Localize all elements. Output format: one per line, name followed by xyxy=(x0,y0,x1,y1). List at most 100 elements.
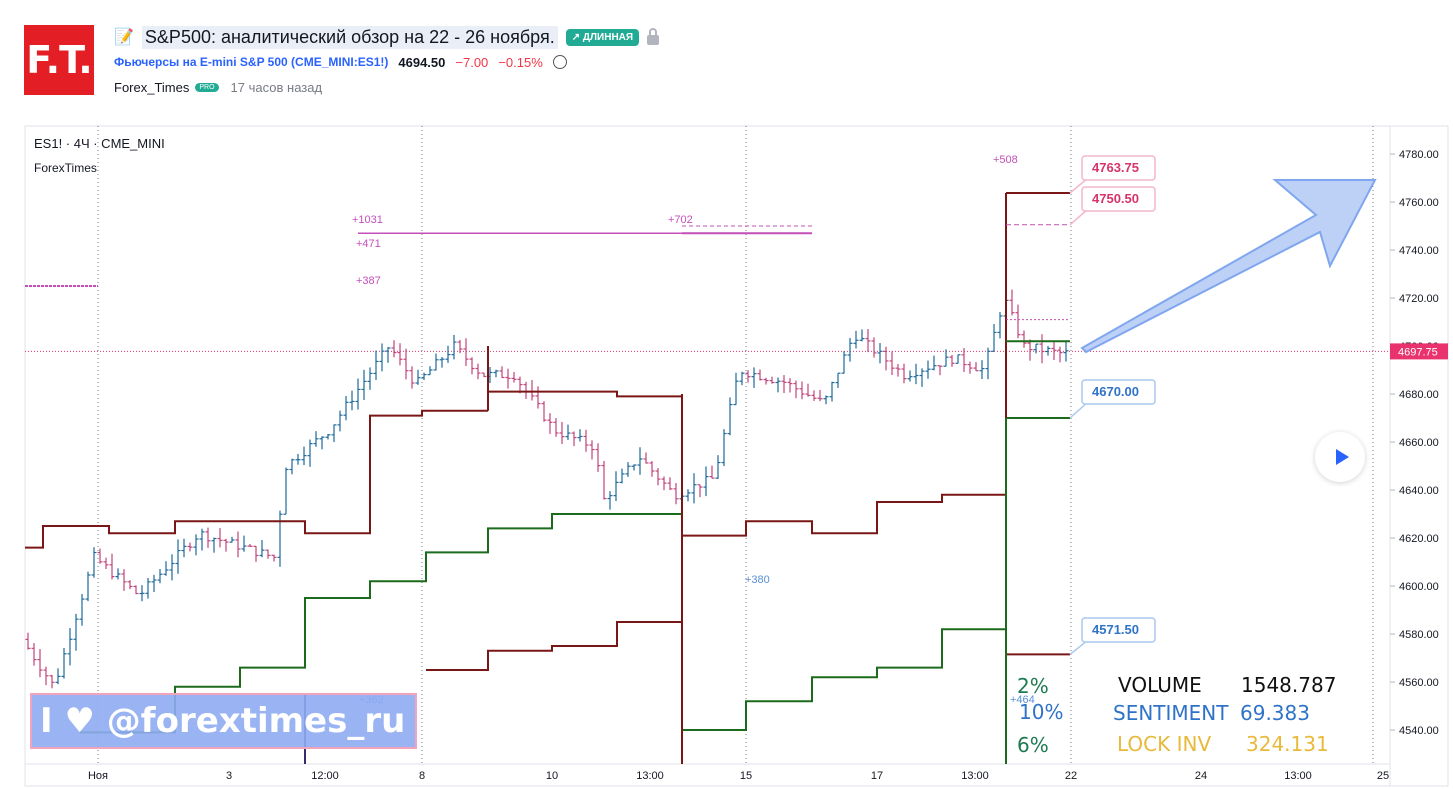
idea-title: S&P500: аналитический обзор на 22 - 26 н… xyxy=(141,25,558,49)
current-price-label: 4697.75 xyxy=(1398,346,1438,358)
ohlc-bar xyxy=(925,360,931,379)
ohlc-bar xyxy=(631,464,637,471)
ohlc-bars xyxy=(25,289,1069,689)
time-tick-label: Ноя xyxy=(88,770,108,782)
price-label-text: 4670.00 xyxy=(1092,384,1139,399)
chart-legend-indicator: ForexTimes xyxy=(34,161,97,175)
price-label-box xyxy=(1081,186,1156,212)
lock-inv-label: LOCK INV xyxy=(1117,732,1212,756)
ohlc-bar xyxy=(247,544,253,547)
ohlc-bar xyxy=(583,429,589,452)
ohlc-bar xyxy=(343,395,349,421)
ohlc-bar xyxy=(895,364,901,377)
time-tick-label: 12:00 xyxy=(311,770,339,782)
percent-label-3: 6% xyxy=(1017,733,1049,757)
ohlc-bar xyxy=(463,338,469,366)
brand-logo[interactable]: F.T. xyxy=(24,25,94,95)
ohlc-bar xyxy=(373,350,379,380)
price-tick-label: 4580.00 xyxy=(1399,629,1439,641)
ohlc-bar xyxy=(415,369,421,385)
percent-label-1: 2% xyxy=(1017,674,1049,698)
ohlc-bar xyxy=(847,337,853,362)
symbol-link[interactable]: Фьючерсы на E-mini S&P 500 (CME_MINI:ES1… xyxy=(114,55,389,69)
ohlc-bar xyxy=(181,538,187,558)
sentiment-label: SENTIMENT xyxy=(1113,701,1229,725)
ohlc-bar xyxy=(283,467,289,515)
ohlc-bar xyxy=(379,343,385,372)
ohlc-bar xyxy=(55,668,61,685)
ohlc-bar xyxy=(97,548,103,564)
ohlc-bar xyxy=(277,510,283,567)
price-label-box xyxy=(1081,379,1156,405)
ohlc-bar xyxy=(301,446,307,466)
ohlc-bar xyxy=(349,390,355,411)
volume-annotation: +1031 xyxy=(352,214,383,226)
ohlc-bar xyxy=(565,424,571,440)
alarm-clock-icon[interactable] xyxy=(552,55,567,69)
ohlc-bar xyxy=(235,531,241,558)
ohlc-bar xyxy=(241,535,247,552)
level-segments xyxy=(25,192,1070,764)
resistance-step-line xyxy=(25,409,488,549)
ohlc-bar xyxy=(625,462,631,477)
price-label: 4750.50 xyxy=(1069,186,1156,226)
long-position-badge: ↗ ДЛИННАЯ xyxy=(565,28,640,46)
ohlc-bar xyxy=(511,371,517,383)
ohlc-bar xyxy=(715,455,721,479)
author-row: Forex_Times PRO 17 часов назад xyxy=(114,78,322,96)
level-steps xyxy=(25,390,1070,734)
ohlc-bar xyxy=(229,536,235,543)
ohlc-bar xyxy=(913,363,919,385)
ohlc-bar xyxy=(523,381,529,399)
ohlc-bar xyxy=(877,343,883,364)
ohlc-bar xyxy=(475,363,481,380)
time-axis[interactable]: Ноя 3 12:00 8 10 13:00 15 17 13:00 22 24 13:00 25 xyxy=(88,770,1389,782)
price-label-text: 4763.75 xyxy=(1092,160,1139,175)
symbol-change-percent: −0.15% xyxy=(498,54,543,70)
ohlc-bar xyxy=(139,585,145,602)
ohlc-bar xyxy=(691,473,697,504)
ohlc-bar xyxy=(1015,304,1021,339)
chart-legend-symbol: ES1! · 4Ч · CME_MINI xyxy=(34,136,165,151)
volume-annotation: +508 xyxy=(993,154,1018,166)
ohlc-bar xyxy=(187,542,193,552)
ohlc-bar xyxy=(967,361,973,374)
ohlc-bar xyxy=(397,343,403,366)
ohlc-bar xyxy=(607,491,613,510)
ohlc-bar xyxy=(919,368,925,387)
ohlc-bar xyxy=(205,527,211,548)
ohlc-bar xyxy=(985,347,991,380)
ohlc-bar xyxy=(1039,334,1045,364)
ohlc-bar xyxy=(217,528,223,548)
volume-annotation: +380 xyxy=(745,574,770,586)
ohlc-bar xyxy=(589,440,595,460)
ohlc-bar xyxy=(439,356,445,368)
ohlc-bar xyxy=(1045,345,1051,356)
ohlc-bar xyxy=(325,434,331,440)
play-replay-button[interactable] xyxy=(1315,432,1365,482)
ohlc-bar xyxy=(481,372,487,378)
ohlc-bar xyxy=(613,471,619,502)
price-axis[interactable]: 4780.004760.004740.004720.004700.004680.… xyxy=(1390,149,1448,737)
time-tick-label: 8 xyxy=(419,770,425,782)
price-label: 4670.00 xyxy=(1069,379,1156,419)
price-label: 4763.75 xyxy=(1069,155,1156,194)
ohlc-bar xyxy=(547,413,553,434)
ohlc-bar xyxy=(541,401,547,422)
ohlc-bar xyxy=(529,380,535,401)
symbol-change: −7.00 xyxy=(455,54,489,70)
ohlc-bar xyxy=(469,357,475,375)
ohlc-bar xyxy=(121,569,127,591)
time-tick-label: 24 xyxy=(1195,770,1207,782)
memo-icon: 📝 xyxy=(114,29,134,46)
ohlc-bar xyxy=(289,458,295,475)
publish-time: 17 часов назад xyxy=(230,79,323,95)
ohlc-bar xyxy=(451,334,457,360)
ohlc-bar xyxy=(331,424,337,443)
ohlc-bar xyxy=(787,378,793,393)
ohlc-bar xyxy=(49,674,55,689)
author-name[interactable]: Forex_Times xyxy=(114,79,190,95)
arrow-up-right-icon: ↗ xyxy=(571,31,581,43)
ohlc-bar xyxy=(271,554,277,562)
